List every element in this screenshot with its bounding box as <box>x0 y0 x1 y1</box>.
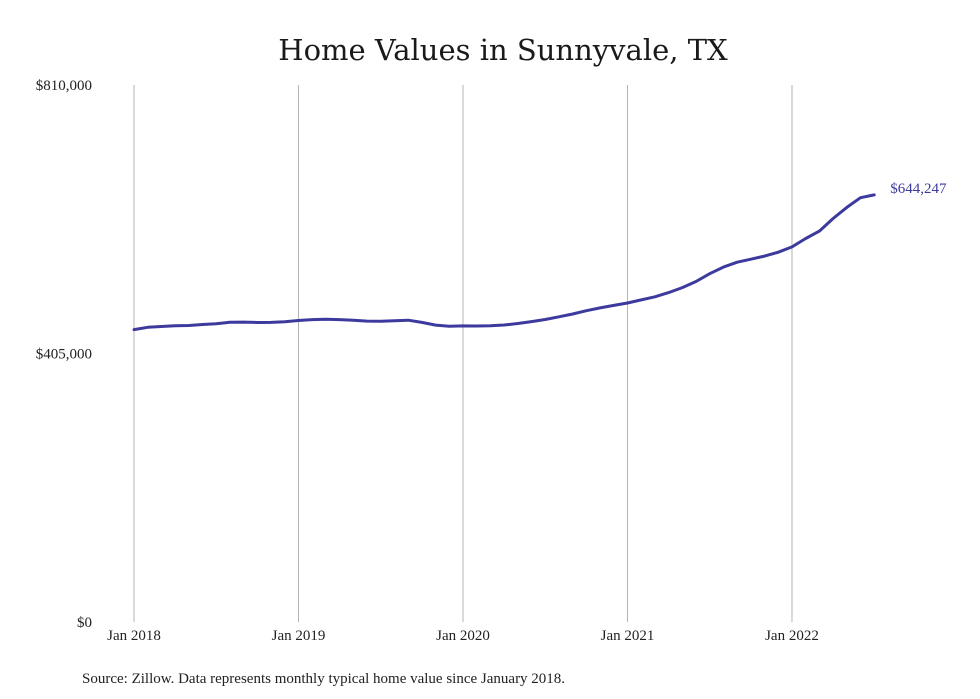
y-tick-label: $405,000 <box>36 347 92 363</box>
x-tick-label: Jan 2018 <box>107 628 161 644</box>
x-tick-label: Jan 2022 <box>765 628 819 644</box>
y-tick-label: $810,000 <box>36 78 92 94</box>
x-tick-label: Jan 2021 <box>601 628 655 644</box>
chart-title: Home Values in Sunnyvale, TX <box>278 33 728 67</box>
y-tick-label: $0 <box>77 615 92 631</box>
x-tick-label: Jan 2020 <box>436 628 490 644</box>
labels-layer: Jan 2018 Jan 2019 Jan 2020 Jan 2021 Jan 2022… <box>36 78 947 644</box>
source-note: Source: Zillow. Data represents monthly … <box>82 671 565 687</box>
grid-layer <box>133 85 793 622</box>
end-value-label: $644,247 <box>890 181 947 197</box>
series-layer <box>132 193 876 332</box>
series-line <box>132 193 876 332</box>
x-tick-label: Jan 2019 <box>272 628 326 644</box>
